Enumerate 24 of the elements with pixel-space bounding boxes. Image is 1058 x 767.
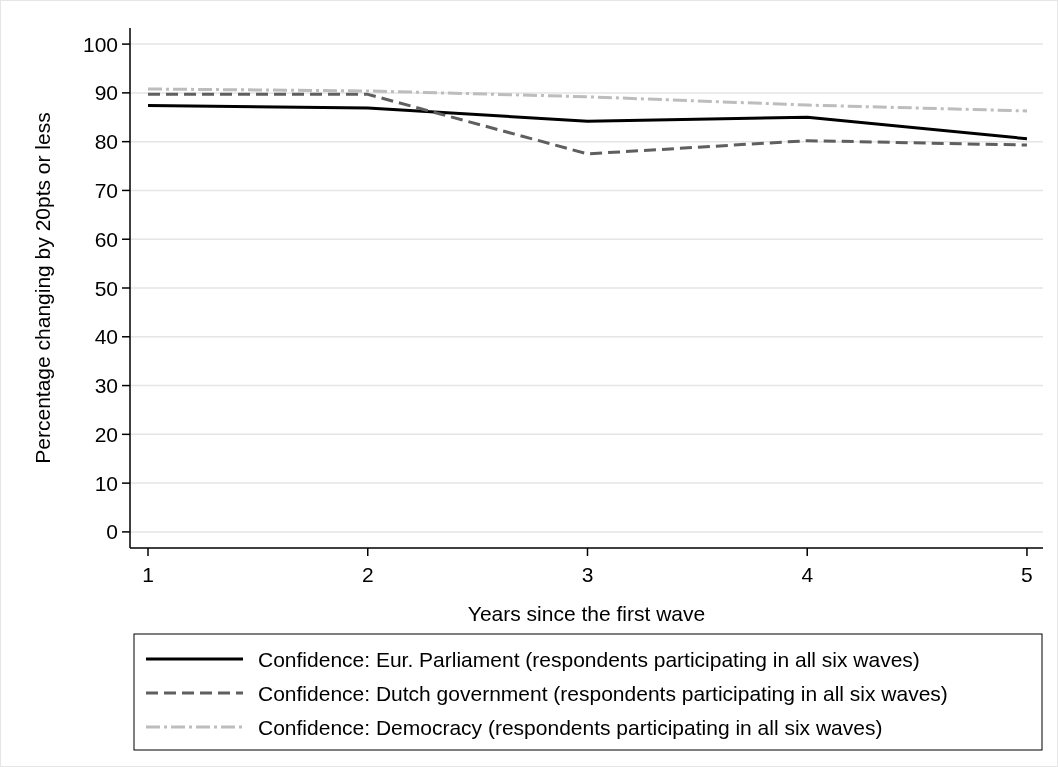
line-series <box>146 92 1029 156</box>
line-series <box>146 104 1029 141</box>
y-axis-title: Percentage changing by 20pts or less <box>31 112 54 464</box>
y-tick-label: 0 <box>106 520 118 544</box>
y-tick-label: 60 <box>94 227 118 251</box>
y-tick-label: 80 <box>94 130 118 154</box>
legend-label: Confidence: Eur. Parliament (respondents participating in all six waves) <box>258 647 920 671</box>
x-tick-label: 1 <box>142 563 154 586</box>
y-tick-label: 70 <box>94 178 118 202</box>
legend-label: Confidence: Dutch government (respondents participating in all six waves) <box>258 681 948 705</box>
x-tick-label: 5 <box>1021 563 1033 586</box>
x-tick-label: 4 <box>801 563 814 586</box>
line-series <box>146 87 1029 113</box>
y-tick-label: 20 <box>94 422 118 446</box>
y-tick-label: 50 <box>94 276 118 300</box>
x-axis-title: Years since the first wave <box>467 602 706 625</box>
y-tick-label: 30 <box>94 374 118 398</box>
x-tick-label: 3 <box>581 563 594 586</box>
y-tick-label: 10 <box>94 471 118 495</box>
y-tick-label: 100 <box>82 32 118 56</box>
y-tick-label: 40 <box>94 325 118 349</box>
x-tick-label: 2 <box>361 563 374 586</box>
legend-label: Confidence: Democracy (respondents participating in all six waves) <box>258 715 883 739</box>
y-tick-label: 90 <box>94 81 118 105</box>
